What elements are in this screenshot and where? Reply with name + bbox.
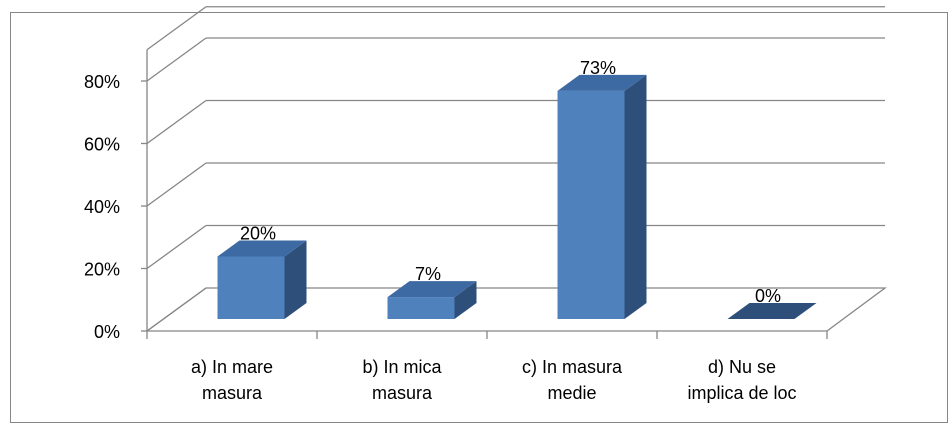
floor-plane [146,287,887,332]
y-tick-label: 20% [84,260,120,280]
gridline-diagonal [146,6,207,51]
bar-top [557,74,647,91]
gridline-diagonal [146,37,207,82]
bar [387,281,477,319]
bar [727,303,817,319]
bar-top [217,240,307,257]
axes [141,49,887,339]
bar-side [454,281,477,319]
category-label: c) In masura medie [522,357,623,403]
bar [557,74,647,319]
data-label: 73% [580,58,616,78]
gridline-diagonal [146,162,207,207]
bar-front [217,256,285,319]
y-tick-label: 80% [84,72,120,92]
bar-front [387,297,455,319]
bar-side [284,240,307,319]
category-label: b) In mica masura [362,357,442,403]
bar [217,240,307,319]
bar-side [624,74,647,319]
y-tick-label: 0% [94,322,120,342]
gridline-diagonal [146,99,207,145]
bars [217,74,817,319]
bar-front [557,90,625,319]
category-label: a) In mare masura [191,357,273,403]
bar-top [727,303,817,319]
category-label: d) Nu se implica de loc [687,357,796,403]
data-label: 20% [240,224,276,244]
y-tick-label: 40% [84,197,120,217]
y-tick-label: 60% [84,135,120,155]
bar-top [387,281,477,298]
labels: 0% 20% 40% 60% 80% 20% 7% 73% 0% a) In mare masura… [84,58,797,403]
data-label: 0% [755,286,781,306]
data-label: 7% [415,264,441,284]
gridline-diagonal [146,224,207,270]
chart-frame [10,12,948,423]
